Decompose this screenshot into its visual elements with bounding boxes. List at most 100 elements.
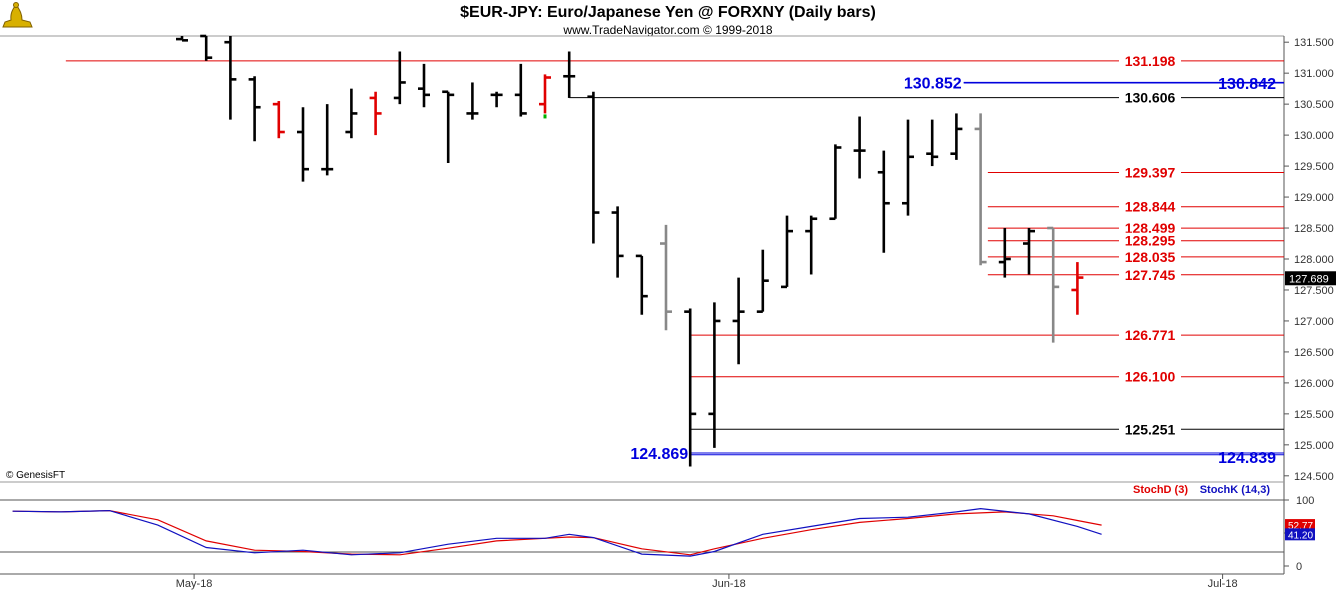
level-label-bg <box>1119 266 1181 283</box>
ohlc-bar <box>877 150 890 253</box>
stoch-line <box>12 507 1102 557</box>
ohlc-bar <box>466 82 479 120</box>
ohlc-bar <box>539 74 551 114</box>
chart-subtitle: www.TradeNavigator.com © 1999-2018 <box>562 23 772 37</box>
stoch-last-badge: 52.77 <box>1285 519 1315 532</box>
ohlc-bar <box>805 215 818 275</box>
ohlc-bar <box>853 116 866 179</box>
ohlc-bar <box>176 36 188 42</box>
price-tick-label: 125.500 <box>1294 409 1334 421</box>
level-label: 125.251 <box>1125 421 1176 437</box>
ohlc-bar <box>1047 226 1060 343</box>
ohlc-bar <box>345 88 358 139</box>
level-label: 130.852 <box>904 75 962 92</box>
stoch-lines <box>12 507 1102 557</box>
last-price-badge: 127.689 <box>1285 271 1336 286</box>
watermark: © GenesisFT <box>6 470 65 481</box>
ohlc-bar <box>974 113 987 266</box>
ohlc-bar <box>563 51 576 98</box>
ohlc-bar <box>393 51 406 105</box>
ohlc-bar <box>369 91 382 136</box>
level-label-bg <box>1119 220 1181 237</box>
ohlc-bar <box>442 90 455 163</box>
ohlc-bar <box>902 119 914 216</box>
level-label: 130.842 <box>1218 76 1276 93</box>
ohlc-bar <box>321 104 334 176</box>
ohlc-bar <box>272 101 285 139</box>
level-label: 127.745 <box>1125 267 1176 283</box>
ohlc-bar <box>829 144 842 221</box>
level-label-bg <box>1119 89 1181 106</box>
level-label: 129.397 <box>1125 164 1176 180</box>
price-tick-label: 128.500 <box>1294 223 1334 235</box>
price-tick-label: 130.000 <box>1294 130 1334 142</box>
level-label: 124.839 <box>1218 450 1276 467</box>
level-label: 128.035 <box>1125 249 1176 265</box>
level-label: 131.198 <box>1125 53 1176 69</box>
price-tick-label: 127.000 <box>1294 316 1334 328</box>
level-label-bg <box>1119 198 1181 215</box>
price-bars <box>176 34 1084 467</box>
price-tick-label: 130.500 <box>1294 99 1334 111</box>
price-tick-label: 131.500 <box>1294 37 1334 49</box>
ohlc-bar <box>611 206 624 278</box>
level-label: 130.606 <box>1125 90 1176 106</box>
level-label: 128.844 <box>1125 199 1176 215</box>
level-label-bg <box>1119 52 1181 69</box>
time-tick-label: May-18 <box>176 578 213 590</box>
ohlc-bar <box>998 228 1011 278</box>
ohlc-bar <box>708 302 721 448</box>
legend-stochd: StochD (3) <box>1133 484 1188 496</box>
ohlc-bar <box>1071 262 1084 315</box>
stoch-last-value: 52.77 <box>1288 521 1313 532</box>
stoch-last-value: 41.20 <box>1288 530 1313 541</box>
ohlc-bar <box>660 224 672 331</box>
time-tick-label: Jun-18 <box>712 578 746 590</box>
price-tick-label: 131.000 <box>1294 68 1334 80</box>
level-label: 128.499 <box>1125 220 1176 236</box>
level-label-bg <box>1119 327 1181 344</box>
level-label-bg <box>1119 248 1181 265</box>
price-tick-label: 128.000 <box>1294 254 1334 266</box>
stoch-tick-label: 100 <box>1296 495 1314 507</box>
time-tick-label: Jul-18 <box>1208 578 1238 590</box>
level-label: 124.869 <box>630 446 688 463</box>
price-tick-label: 124.500 <box>1294 471 1334 483</box>
ohlc-bar <box>297 107 309 182</box>
ohlc-bar <box>635 254 648 315</box>
stoch-last-bg <box>1285 519 1315 532</box>
price-panel: 124.500 125.000 125.500 126.000 126.500 127.0… <box>0 34 1336 574</box>
last-price-badge-bg <box>1285 271 1336 286</box>
stoch-tick-label: 0 <box>1296 561 1302 573</box>
level-label-bg <box>1119 164 1181 181</box>
ohlc-bar <box>418 63 430 108</box>
price-tick-label: 127.500 <box>1294 285 1334 297</box>
ohlc-bar <box>248 76 261 142</box>
time-axis: May-18 Jun-18 Jul-18 <box>176 574 1238 590</box>
ohlc-bar <box>490 91 503 108</box>
logo <box>2 2 33 28</box>
ohlc-bar <box>224 36 237 120</box>
price-tick-label: 126.000 <box>1294 378 1334 390</box>
ohlc-bar <box>926 119 939 167</box>
level-label-bg <box>1119 368 1181 385</box>
chart-title: $EUR-JPY: Euro/Japanese Yen @ FORXNY (Da… <box>460 4 876 21</box>
price-tick-label: 126.500 <box>1294 347 1334 359</box>
stoch-last-bg <box>1285 528 1315 541</box>
ohlc-bar <box>732 277 745 365</box>
ohlc-bar <box>756 249 769 313</box>
legend-stochk: StochK (14,3) <box>1200 484 1271 496</box>
stoch-last-badge: 41.20 <box>1285 528 1315 541</box>
ohlc-bar <box>200 34 213 61</box>
price-tick-label: 125.000 <box>1294 440 1334 452</box>
level-label: 128.295 <box>1125 233 1176 249</box>
level-label-bg <box>1119 232 1181 249</box>
level-label: 126.771 <box>1125 327 1176 343</box>
level-label: 126.100 <box>1125 369 1176 385</box>
ohlc-bar <box>1023 228 1035 275</box>
ohlc-bar <box>950 113 963 160</box>
level-lines: 131.198 130.852 130.842 130.606 129.397 128.8… <box>65 52 1284 467</box>
